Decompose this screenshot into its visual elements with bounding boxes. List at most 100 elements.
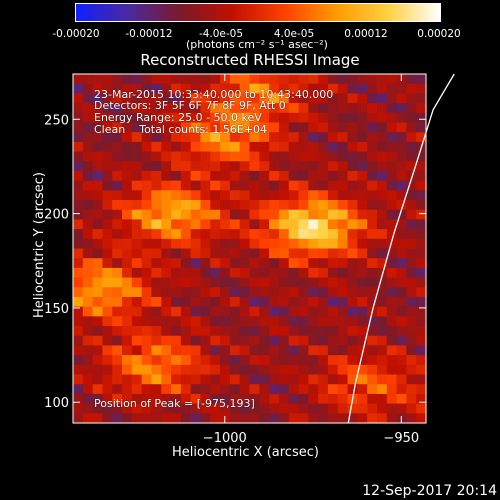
- heatmap-cell: [396, 248, 407, 259]
- heatmap-cell: [406, 374, 417, 385]
- heatmap-cell: [200, 393, 211, 405]
- heatmap-cell: [308, 141, 319, 153]
- heatmap-cell: [73, 316, 84, 327]
- heatmap-cell: [131, 200, 143, 211]
- heatmap-cell: [308, 258, 319, 269]
- heatmap-cell: [82, 248, 94, 259]
- heatmap-cell: [269, 219, 280, 230]
- heatmap-cell: [396, 345, 407, 356]
- heatmap-cell: [357, 258, 368, 269]
- heatmap-cell: [249, 122, 260, 133]
- heatmap-cell: [416, 364, 427, 376]
- heatmap-cell: [82, 229, 94, 240]
- heatmap-cell: [347, 200, 358, 211]
- heatmap-cell: [229, 316, 241, 327]
- heatmap-cell: [278, 258, 290, 269]
- heatmap-cell: [141, 277, 153, 288]
- heatmap-cell: [200, 335, 211, 347]
- heatmap-cell: [318, 93, 329, 104]
- heatmap-cell: [318, 413, 329, 424]
- heatmap-cell: [141, 132, 153, 143]
- heatmap-cell: [288, 277, 300, 288]
- heatmap-cell: [347, 374, 358, 385]
- heatmap-cell: [229, 180, 241, 191]
- heatmap-cell: [259, 267, 270, 279]
- heatmap-cell: [112, 112, 123, 124]
- heatmap-cell: [416, 200, 427, 211]
- heatmap-cell: [347, 316, 358, 327]
- heatmap-cell: [210, 219, 221, 230]
- heatmap-cell: [357, 229, 368, 240]
- heatmap-cell: [190, 258, 202, 269]
- heatmap-cell: [200, 403, 211, 414]
- heatmap-cell: [200, 209, 211, 221]
- heatmap-cell: [151, 190, 162, 201]
- heatmap-cell: [249, 103, 260, 114]
- heatmap-cell: [161, 248, 172, 259]
- heatmap-cell: [229, 74, 241, 85]
- heatmap-cell: [376, 74, 388, 85]
- heatmap-cell: [327, 132, 339, 143]
- heatmap-cell: [141, 306, 153, 317]
- heatmap-cell: [151, 267, 162, 279]
- heatmap-cell: [288, 306, 300, 317]
- heatmap-cell: [259, 384, 270, 395]
- heatmap-cell: [180, 103, 192, 114]
- heatmap-cell: [190, 141, 202, 153]
- heatmap-cell: [102, 287, 113, 298]
- heatmap-cell: [308, 326, 319, 337]
- heatmap-cell: [288, 258, 300, 269]
- heatmap-cell: [269, 248, 280, 259]
- heatmap-cell: [318, 364, 329, 376]
- heatmap-cell: [249, 209, 260, 221]
- heatmap-cell: [229, 200, 241, 211]
- heatmap-cell: [210, 403, 221, 414]
- heatmap-cell: [308, 248, 319, 259]
- heatmap-cell: [220, 103, 231, 114]
- heatmap-cell: [92, 287, 104, 298]
- heatmap-cell: [112, 132, 123, 143]
- heatmap-cell: [200, 74, 211, 85]
- heatmap-cell: [318, 403, 329, 414]
- heatmap-cell: [406, 229, 417, 240]
- heatmap-cell: [200, 345, 211, 356]
- heatmap-cell: [269, 403, 280, 414]
- heatmap-cell: [171, 238, 182, 250]
- heatmap-cell: [229, 151, 241, 162]
- heatmap-cell: [416, 316, 427, 327]
- heatmap-cell: [386, 345, 398, 356]
- heatmap-cell: [376, 403, 388, 414]
- heatmap-cell: [190, 200, 202, 211]
- heatmap-cell: [82, 403, 94, 414]
- heatmap-cell: [386, 326, 398, 337]
- heatmap-cell: [220, 384, 231, 395]
- heatmap-cell: [416, 112, 427, 124]
- heatmap-cell: [337, 413, 349, 424]
- heatmap-cell: [210, 190, 221, 201]
- heatmap-cell: [367, 267, 378, 279]
- heatmap-cell: [151, 83, 162, 94]
- heatmap-cell: [229, 326, 241, 337]
- heatmap-cell: [308, 180, 319, 191]
- heatmap-cell: [122, 151, 133, 162]
- heatmap-cell: [239, 141, 251, 153]
- heatmap-cell: [376, 103, 388, 114]
- heatmap-cell: [82, 355, 94, 366]
- heatmap-cell: [396, 306, 407, 317]
- heatmap-cell: [278, 296, 290, 308]
- heatmap-cell: [73, 403, 84, 414]
- heatmap-cell: [337, 112, 349, 124]
- heatmap-cell: [259, 190, 270, 201]
- heatmap-cell: [298, 403, 309, 414]
- heatmap-cell: [327, 112, 339, 124]
- heatmap-cell: [249, 219, 260, 230]
- heatmap-cell: [220, 209, 231, 221]
- heatmap-cell: [367, 209, 378, 221]
- heatmap-cell: [73, 393, 84, 405]
- heatmap-cell: [386, 277, 398, 288]
- heatmap-cell: [269, 345, 280, 356]
- heatmap-cell: [151, 141, 162, 153]
- heatmap-cell: [92, 103, 104, 114]
- heatmap-cell: [220, 364, 231, 376]
- heatmap-cell: [308, 170, 319, 182]
